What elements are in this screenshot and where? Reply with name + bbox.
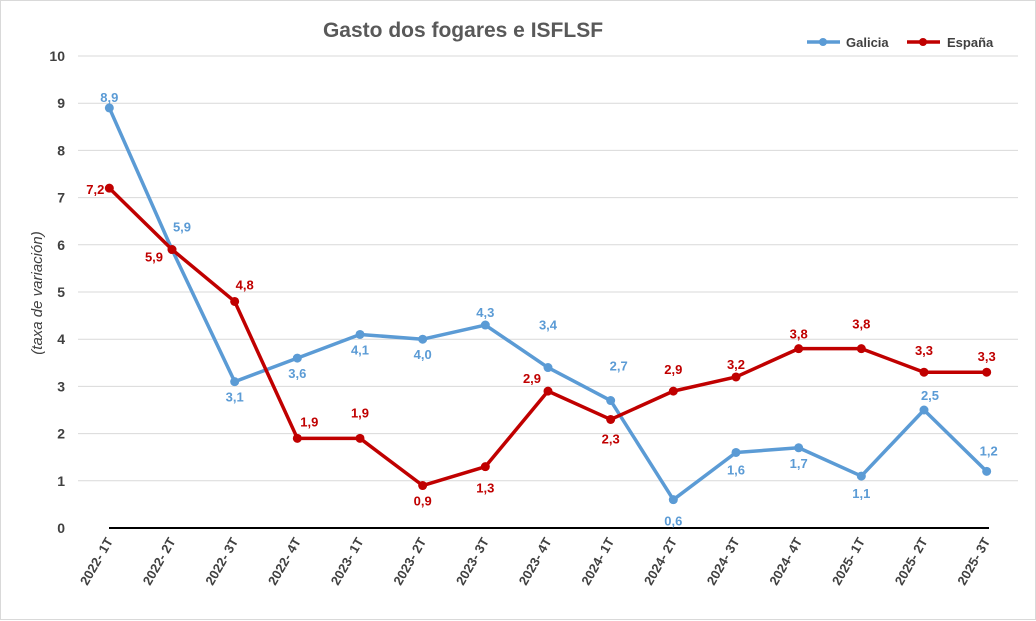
x-tick-label: 2022- 4T [265,535,304,588]
data-point [794,344,804,354]
data-label: 2,9 [664,362,682,377]
data-label: 2,7 [610,359,628,374]
data-point [292,353,302,363]
data-label: 3,1 [226,390,244,405]
data-point [731,447,741,457]
data-label: 1,9 [351,405,369,420]
data-label: 4,8 [236,277,254,292]
data-point [606,396,616,406]
series-line-1 [108,186,987,488]
data-point [418,334,428,344]
data-label: 0,9 [414,494,432,509]
data-label: 2,9 [523,371,541,386]
data-label: 0,6 [664,514,682,529]
data-label: 3,8 [790,327,808,342]
y-tick-label: 4 [57,331,65,347]
data-point [982,466,992,476]
x-tick-label: 2023- 1T [328,535,367,588]
x-tick-label: 2022- 2T [140,535,179,588]
y-tick-label: 9 [57,95,65,111]
data-point [856,344,866,354]
data-point [167,245,177,255]
data-point [355,329,365,339]
x-tick-label: 2024- 4T [766,535,805,588]
data-label: 3,3 [915,343,933,358]
data-label: 1,9 [300,414,318,429]
y-tick-label: 10 [49,48,65,64]
data-label: 5,9 [173,220,191,235]
data-point [982,367,992,377]
data-label: 1,3 [476,481,494,496]
data-point [794,443,804,453]
data-label: 1,6 [727,462,745,477]
x-tick-label: 2023- 4T [516,535,555,588]
data-label: 3,6 [288,366,306,381]
data-point [731,372,741,382]
data-label: 3,8 [852,317,870,332]
y-axis-label: (taxa de variación) [29,231,46,354]
data-point [480,462,490,472]
data-point [919,405,929,415]
data-label: 4,1 [351,342,369,357]
data-point [104,183,114,193]
series-lines [104,103,992,505]
data-label: 4,0 [414,347,432,362]
data-label: 7,2 [86,182,104,197]
data-point [543,386,553,396]
data-label: 4,3 [476,305,494,320]
gridlines [78,55,1018,482]
data-labels: 8,9 5,9 3,1 3,6 4,1 4,0 4,3 3,4 2,7 0,6 1,6 1,7 1,1 2… [86,90,997,529]
data-label: 3,2 [727,357,745,372]
x-tick-label: 2025- 1T [829,535,868,588]
legend: Galicia España [807,35,994,50]
legend-marker [919,38,927,46]
data-label: 2,3 [602,431,620,446]
x-tick-label: 2023- 3T [453,535,492,588]
data-point [292,433,302,443]
x-tick-label: 2022- 3T [202,535,241,588]
x-tick-label: 2022- 1T [77,535,116,588]
series-line-0 [107,107,988,502]
y-tick-label: 5 [57,284,65,300]
x-tick-label: 2024- 1T [578,535,617,588]
legend-label: España [947,35,994,50]
data-point [543,363,553,373]
x-tick-label: 2024- 2T [641,535,680,588]
data-label: 1,2 [980,443,998,458]
data-label: 1,1 [852,486,870,501]
x-tick-label: 2025- 2T [892,535,931,588]
chart-title: Gasto dos fogares e ISFLSF [323,19,603,42]
data-point [919,367,929,377]
data-point [230,296,240,306]
data-label: 2,5 [921,388,939,403]
data-point [104,103,114,113]
data-point [668,386,678,396]
data-point [418,481,428,491]
legend-marker [819,38,827,46]
data-point [355,433,365,443]
data-point [230,377,240,387]
x-tick-label: 2024- 3T [704,535,743,588]
x-tick-label: 2025- 3T [954,535,993,588]
y-tick-label: 6 [57,237,65,253]
y-tick-label: 8 [57,142,65,158]
y-tick-label: 0 [57,520,65,536]
y-tick-label: 7 [57,190,65,206]
data-point [856,471,866,481]
legend-label: Galicia [846,35,889,50]
data-label: 1,7 [790,456,808,471]
data-label: 8,9 [100,90,118,105]
x-tick-label: 2023- 2T [390,535,429,588]
data-label: 5,9 [145,250,163,265]
data-point [480,320,490,330]
y-tick-label: 2 [57,426,65,442]
data-label: 3,3 [978,349,996,364]
data-point [668,495,678,505]
data-point [606,414,616,424]
y-tick-label: 1 [57,473,65,489]
data-label: 3,4 [539,318,558,333]
y-tick-label: 3 [57,378,65,394]
